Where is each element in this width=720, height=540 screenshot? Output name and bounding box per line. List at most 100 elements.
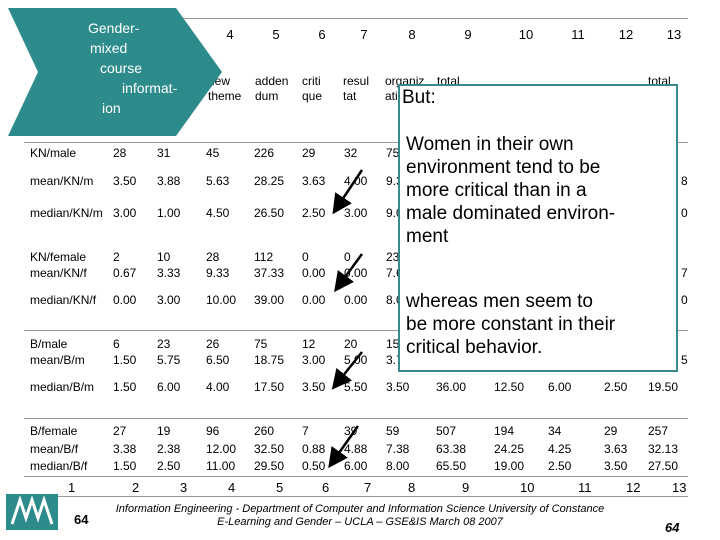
table-cell: 8.00 (386, 459, 410, 473)
table-cell: 194 (494, 424, 515, 438)
table-cell: 1.00 (157, 206, 181, 220)
row-label: B/female (30, 424, 78, 438)
column-number: 11 (578, 480, 592, 495)
table-cell: 0 (344, 250, 351, 264)
table-cell: 2.50 (548, 459, 572, 473)
table-cell: 12 (302, 337, 316, 351)
table-cell: 0.00 (302, 293, 326, 307)
row-label: mean/KN/m (30, 174, 94, 188)
university-logo-icon (6, 494, 58, 530)
table-cell-fragment: 7 (681, 266, 688, 280)
column-number: 8 (408, 480, 416, 495)
table-cell: 3.50 (386, 380, 410, 394)
callout-box (398, 84, 678, 372)
header-label: criti que (302, 74, 323, 103)
footer-line: E-Learning and Gender – UCLA – GSE&IS Ma… (217, 516, 503, 528)
table-cell-fragment: 5 (681, 353, 688, 367)
callout-line: environment tend to be (406, 157, 601, 178)
row-label: KN/male (30, 146, 77, 160)
table-cell: 6 (113, 337, 120, 351)
table-cell: 4.88 (344, 442, 368, 456)
table-cell: 2.50 (604, 380, 628, 394)
table-cell: 2.50 (157, 459, 181, 473)
header-number: 5 (272, 27, 280, 42)
table-cell: 507 (436, 424, 457, 438)
table-cell: 32.13 (648, 442, 679, 456)
table-cell: 20 (344, 337, 358, 351)
table-cell: 39.00 (254, 293, 285, 307)
table-cell: 24.25 (494, 442, 525, 456)
table-cell: 7 (302, 424, 309, 438)
header-number: 4 (226, 27, 234, 42)
table-cell: 29 (302, 146, 316, 160)
table-cell: 19 (157, 424, 171, 438)
table-cell: 6.00 (157, 380, 181, 394)
table-cell: 9.33 (206, 266, 230, 280)
table-cell: 3.88 (157, 174, 181, 188)
table-cell: 4.00 (206, 380, 230, 394)
table-cell: 75 (254, 337, 268, 351)
table-line (24, 476, 688, 477)
title-line: informat- (122, 80, 178, 96)
header-number: 7 (360, 27, 368, 42)
column-number: 2 (132, 480, 140, 495)
table-cell: 18.75 (254, 353, 285, 367)
callout-line: male dominated environ- (406, 203, 616, 224)
column-number: 9 (462, 480, 470, 495)
table-cell: 3.33 (157, 266, 181, 280)
table-cell: 0.88 (302, 442, 326, 456)
table-cell: 96 (206, 424, 220, 438)
footer: Information Engineering - Department of … (60, 503, 660, 529)
table-cell-fragment: 0 (681, 206, 688, 220)
title-line: course (100, 60, 143, 76)
table-cell: 28 (113, 146, 127, 160)
table-cell: 5.50 (344, 380, 368, 394)
slide-title: Gender- mixed course informat- ion (56, 18, 206, 118)
table-cell: 31 (157, 146, 171, 160)
table-cell: 3.50 (113, 174, 137, 188)
title-line: Gender- (88, 20, 140, 36)
callout-line: more critical than in a (406, 180, 587, 201)
table-line (24, 418, 688, 419)
table-cell: 45 (206, 146, 220, 160)
table-cell: 59 (386, 424, 400, 438)
table-cell: 3.63 (604, 442, 628, 456)
callout-paragraph: Women in their own environment tend to b… (406, 133, 664, 248)
table-cell: 112 (254, 250, 274, 264)
header-label: adden dum (255, 74, 289, 103)
callout-line: be more constant in their (406, 314, 616, 335)
table-cell: 3.63 (302, 174, 326, 188)
table-cell: 1.50 (113, 353, 137, 367)
table-cell: 5.63 (206, 174, 230, 188)
table-cell: 257 (648, 424, 669, 438)
column-number: 5 (276, 480, 284, 495)
table-line (24, 18, 688, 19)
table-line (24, 142, 688, 143)
row-label: median/KN/m (30, 206, 103, 220)
row-label: median/KN/f (30, 293, 97, 307)
table-cell: 29 (604, 424, 618, 438)
table-cell: 3.00 (157, 293, 181, 307)
table-cell: 3.50 (302, 380, 326, 394)
table-cell: 37.33 (254, 266, 285, 280)
callout-line: ment (406, 226, 449, 247)
table-cell: 5.75 (157, 353, 181, 367)
callout-paragraph: whereas men seem to be more constant in … (406, 290, 664, 359)
table-cell: 0.00 (302, 266, 326, 280)
table-cell: 4.00 (344, 174, 368, 188)
column-number: 10 (520, 480, 535, 495)
table-cell: 7.38 (386, 442, 410, 456)
table-cell: 11.00 (206, 459, 236, 473)
table-cell: 28.25 (254, 174, 285, 188)
table-cell: 10 (157, 250, 171, 264)
table-cell: 27 (113, 424, 127, 438)
table-cell: 0.50 (302, 459, 326, 473)
table-cell: 3.00 (113, 206, 137, 220)
header-number: 10 (518, 27, 534, 42)
header-label: resul tat (343, 74, 370, 103)
table-cell: 0.67 (113, 266, 137, 280)
header-number: 8 (408, 27, 416, 42)
page-number: 64 (665, 520, 680, 535)
table-cell: 1.50 (113, 380, 137, 394)
